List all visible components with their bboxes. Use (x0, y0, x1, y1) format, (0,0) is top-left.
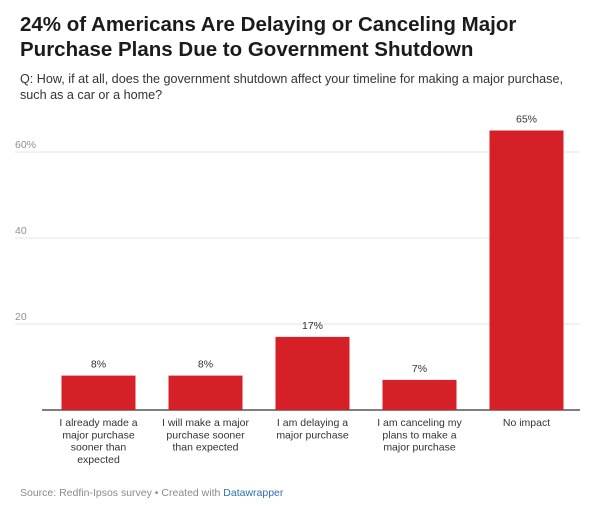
bar-0 (61, 375, 136, 410)
y-tick-label: 40 (15, 225, 27, 237)
bar-3 (382, 379, 457, 410)
footer: Source: Redfin-Ipsos survey • Created wi… (20, 487, 283, 499)
value-label-2: 17% (302, 320, 323, 332)
bar-2 (275, 336, 350, 410)
category-label-2: I am delaying a major purchase (276, 417, 349, 441)
bar-1 (168, 375, 243, 410)
value-label-4: 65% (516, 114, 537, 126)
value-label-0: 8% (91, 359, 106, 371)
bar-chart: 20 40 60% 8% 8% 17% 7% 65% I already made a maj… (15, 114, 580, 466)
value-label-1: 8% (198, 359, 213, 371)
category-labels: I already made a major purchase sooner tha… (59, 417, 550, 466)
datawrapper-link[interactable]: Datawrapper (223, 487, 284, 499)
y-tick-label: 20 (15, 311, 27, 323)
value-labels: 8% 8% 17% 7% 65% (91, 114, 537, 375)
bar-4 (489, 130, 564, 410)
source-note: Source: Redfin-Ipsos survey • Created wi… (20, 487, 224, 499)
category-label-1: I will make a major purchase sooner than e… (162, 417, 249, 454)
category-label-3: I am canceling my plans to make a major pu… (377, 417, 462, 454)
y-tick-label: 60% (15, 139, 36, 151)
chart-title: 24% of Americans Are Delaying or Canceli… (20, 13, 517, 61)
value-label-3: 7% (412, 363, 427, 375)
category-label-4: No impact (503, 417, 550, 429)
chart-subtitle: Q: How, if at all, does the government s… (20, 72, 563, 102)
category-label-0: I already made a major purchase sooner tha… (59, 417, 137, 466)
bars (61, 130, 564, 410)
